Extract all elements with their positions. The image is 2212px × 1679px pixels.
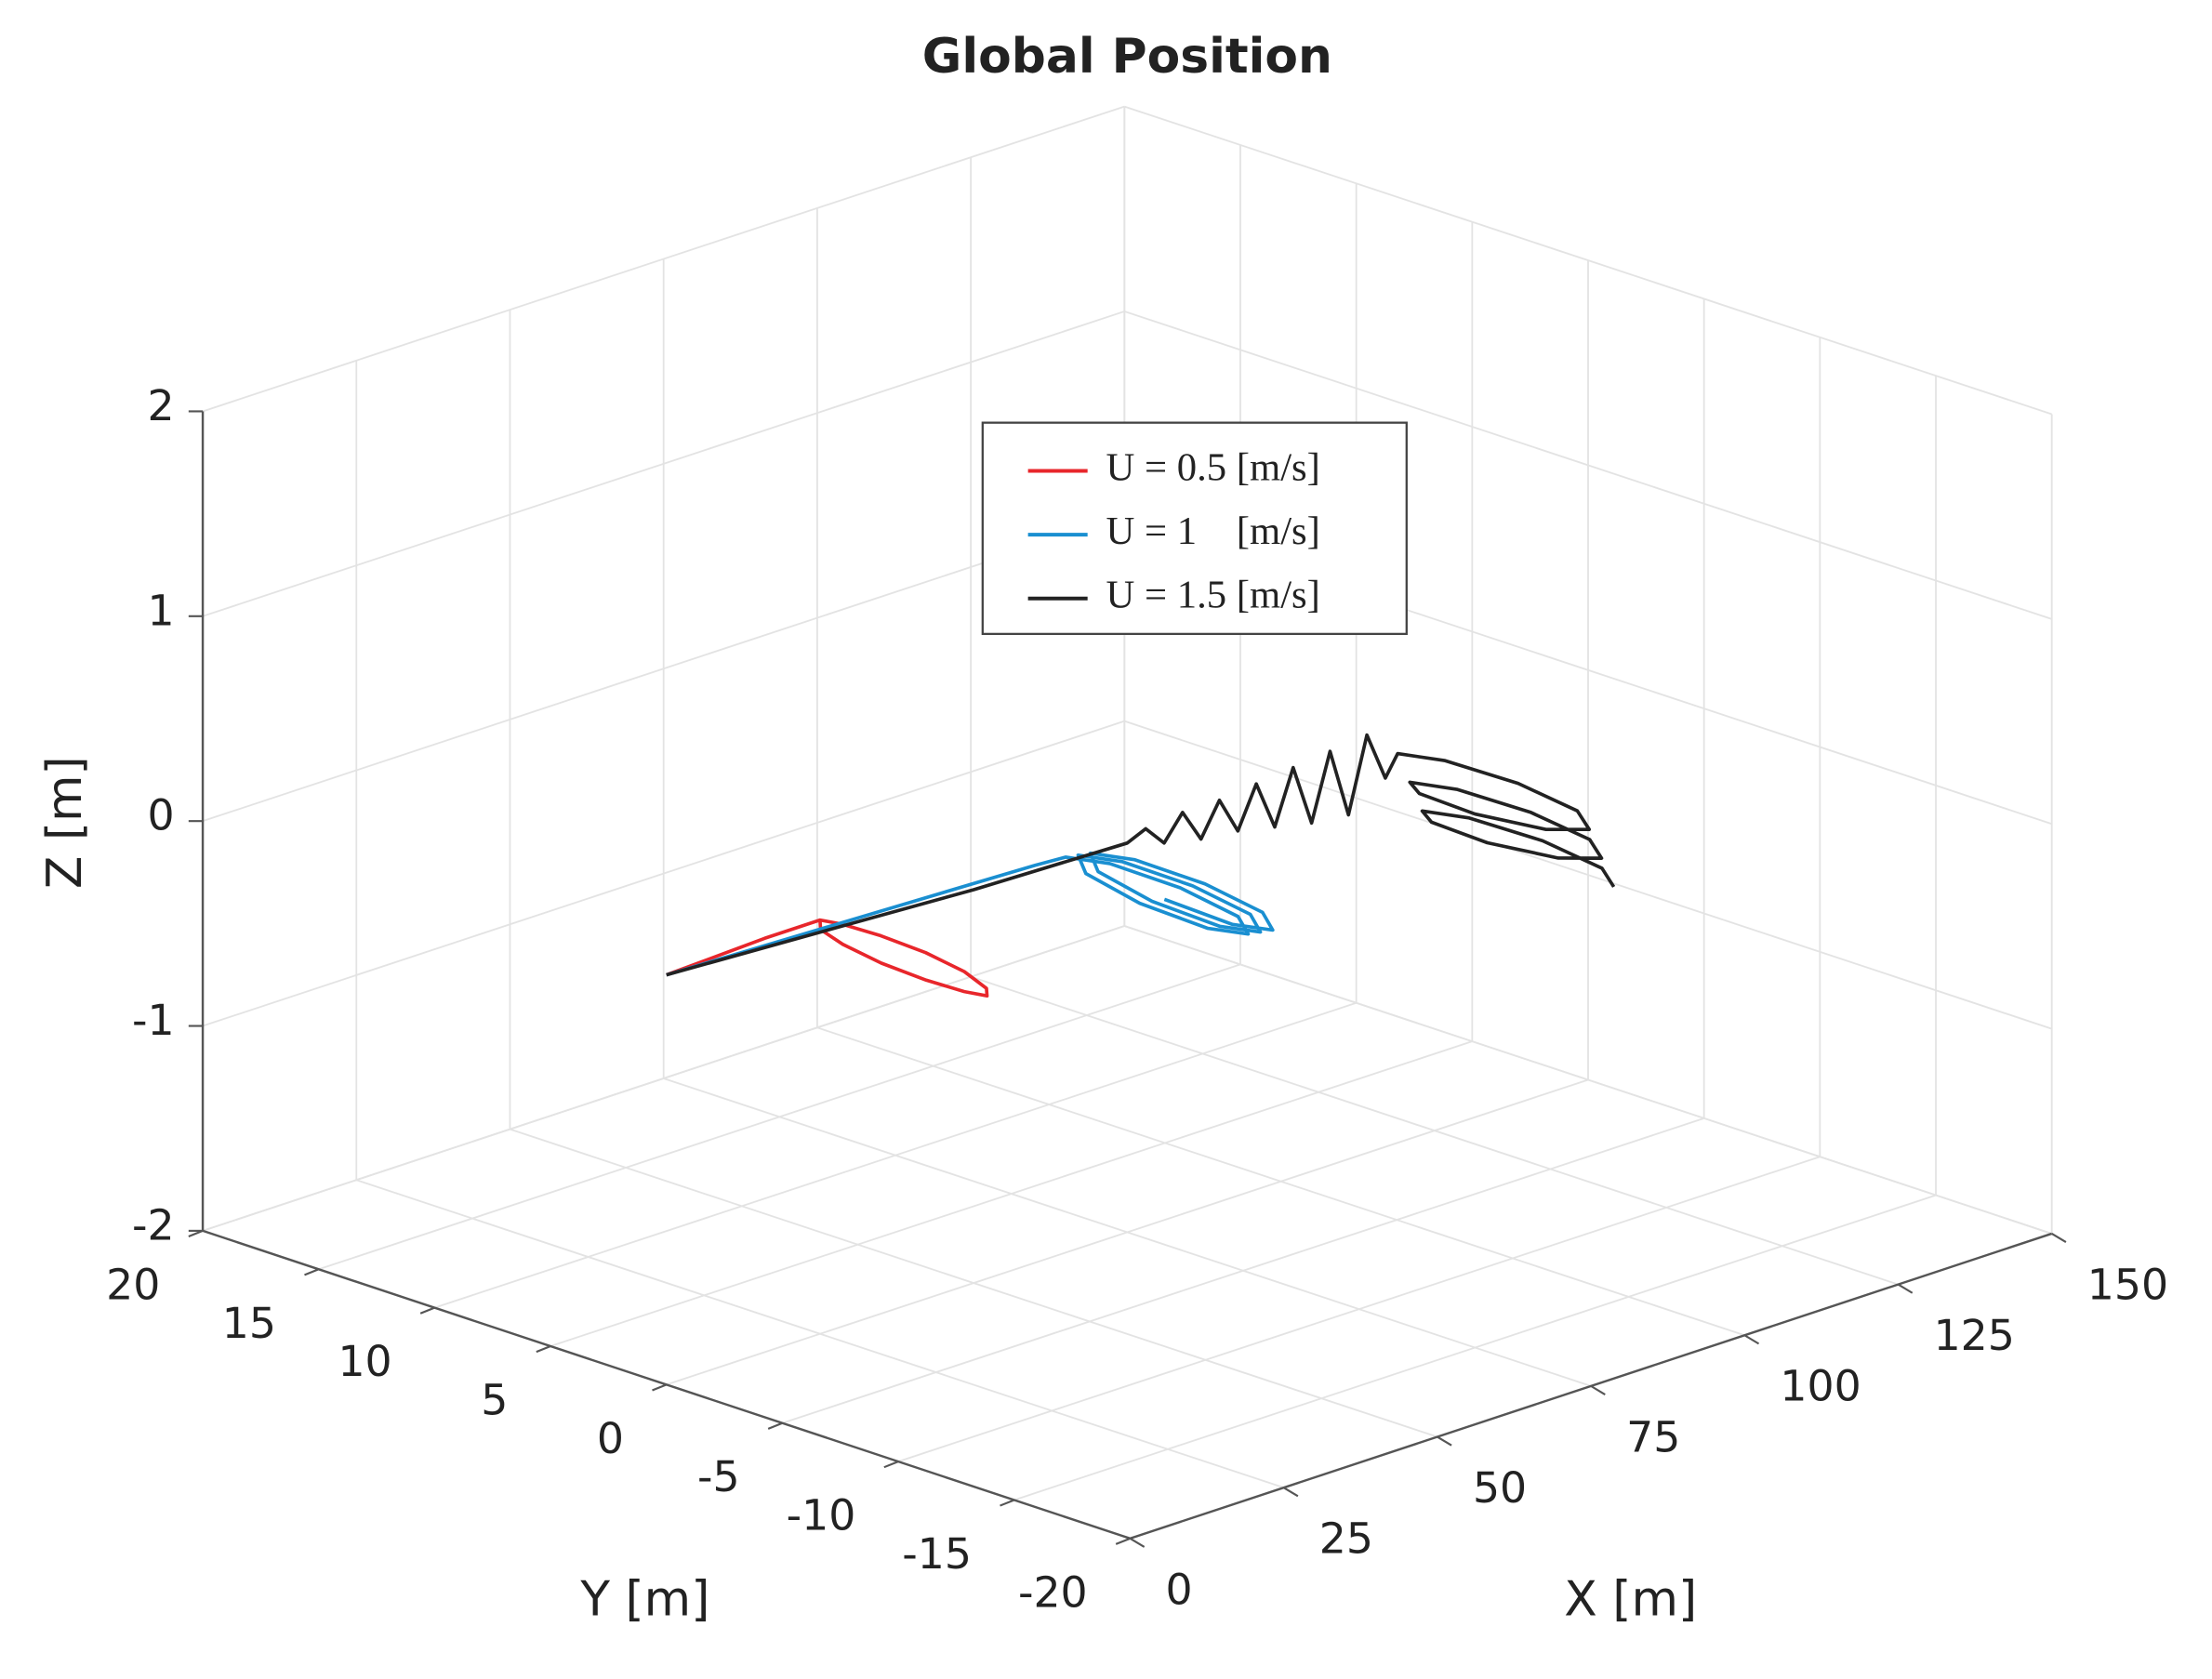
trajectory-line [666, 851, 1275, 977]
y-tick [304, 1268, 320, 1276]
grid-line [1124, 311, 2052, 620]
grid-line [897, 1156, 1821, 1462]
y-tick [1000, 1499, 1015, 1507]
grid-line [318, 963, 1241, 1271]
y-tick-label: 5 [481, 1375, 508, 1424]
x-tick-label: 100 [1780, 1362, 1861, 1411]
y-tick-label: -15 [902, 1529, 972, 1579]
grid-line [202, 311, 1125, 617]
x-tick [1437, 1435, 1452, 1447]
grid-line [202, 515, 1125, 823]
z-tick-label: 1 [147, 586, 174, 635]
x-tick-label: 75 [1626, 1412, 1680, 1461]
legend-label: U = 0.5 [m/s] [1106, 445, 1320, 489]
y-tick [652, 1383, 668, 1392]
x-tick-label: 50 [1473, 1463, 1527, 1513]
x-tick-label: 25 [1319, 1514, 1373, 1564]
x-axis-label: X [m] [1564, 1571, 1697, 1627]
trajectory-line [666, 733, 1616, 977]
legend-label: U = 1.5 [m/s] [1106, 574, 1320, 617]
y-tick [1115, 1537, 1131, 1545]
z-axis-label: Z [m] [37, 756, 93, 889]
y-tick-label: 0 [597, 1414, 624, 1463]
grid-line [1124, 720, 2052, 1030]
x-tick [1590, 1384, 1606, 1395]
x-tick-label: 0 [1166, 1565, 1193, 1614]
grid-line [202, 720, 1125, 1027]
x-tick-label: 150 [2087, 1260, 2168, 1309]
z-tick-label: -2 [132, 1200, 175, 1249]
y-tick-label: 15 [222, 1299, 276, 1348]
y-tick [536, 1345, 551, 1354]
trajectory-line [666, 918, 989, 998]
grid-line [1124, 925, 2052, 1235]
x-tick [1743, 1334, 1760, 1345]
x-tick [1897, 1283, 1914, 1294]
grid-line [434, 1001, 1357, 1309]
z-tick-label: 0 [147, 791, 174, 840]
grid-line [550, 1040, 1473, 1347]
grid-line [1013, 1194, 1937, 1501]
y-tick-label: -10 [787, 1491, 856, 1540]
legend: U = 0.5 [m/s] U = 1 [m/s] U = 1.5 [m/s] [981, 421, 1408, 636]
grid-line [782, 1117, 1704, 1424]
x-tick-label: 125 [1934, 1311, 2015, 1360]
grid-layer [202, 105, 2053, 1540]
y-tick-label: -5 [697, 1452, 740, 1501]
y-tick-label: 20 [106, 1260, 160, 1309]
z-tick-label: -1 [132, 996, 175, 1045]
grid-line [1124, 105, 2052, 416]
x-tick [1129, 1537, 1146, 1548]
grid-line [202, 105, 1125, 413]
x-tick [2051, 1233, 2067, 1244]
y-tick-label: -20 [1018, 1567, 1088, 1617]
axes-layer: 0255075100125150-20-15-10-505101520-2-10… [106, 381, 2168, 1617]
lines-layer [666, 733, 1616, 998]
x-tick [1283, 1487, 1299, 1498]
legend-label: U = 1 [m/s] [1106, 509, 1320, 553]
chart-title: Global Position [922, 29, 1332, 85]
grid-line [666, 1078, 1589, 1386]
z-tick-label: 2 [147, 381, 174, 430]
y-tick [419, 1306, 435, 1315]
y-tick [767, 1421, 783, 1430]
y-axis-label: Y [m] [579, 1571, 709, 1627]
y-tick-label: 10 [338, 1337, 391, 1386]
y-tick [883, 1461, 899, 1469]
